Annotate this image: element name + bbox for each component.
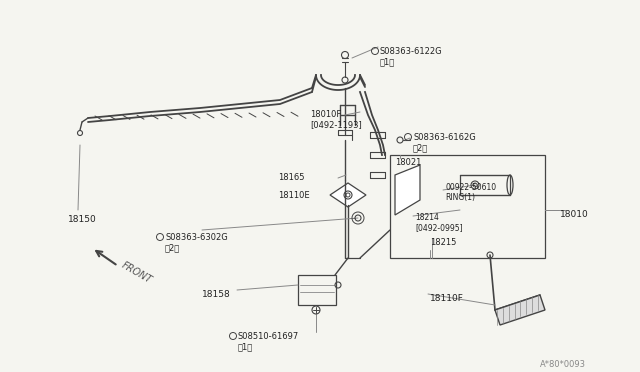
Text: S08363-6302G
（2）: S08363-6302G （2） <box>165 233 228 252</box>
Text: 18110F: 18110F <box>430 294 464 303</box>
Text: 18110E: 18110E <box>278 191 310 200</box>
Text: 18215: 18215 <box>430 238 456 247</box>
Bar <box>298 275 336 305</box>
Text: A*80*0093: A*80*0093 <box>540 360 586 369</box>
Text: 18021: 18021 <box>395 158 421 167</box>
Text: 00922-50610
RING(1): 00922-50610 RING(1) <box>445 183 496 202</box>
Text: 18010: 18010 <box>560 210 589 219</box>
Polygon shape <box>330 183 366 207</box>
Text: FRONT: FRONT <box>120 260 154 285</box>
Text: 18165: 18165 <box>278 173 305 182</box>
Text: S08363-6162G
（2）: S08363-6162G （2） <box>413 133 476 153</box>
Polygon shape <box>395 165 420 215</box>
Polygon shape <box>495 295 545 325</box>
Text: 18010F
[0492-1193]: 18010F [0492-1193] <box>310 110 362 129</box>
Text: 18150: 18150 <box>68 215 97 224</box>
Bar <box>390 155 545 258</box>
Text: S08510-61697
（1）: S08510-61697 （1） <box>238 332 300 352</box>
Text: 18214
[0492-0995]: 18214 [0492-0995] <box>415 213 463 232</box>
Text: S08363-6122G
（1）: S08363-6122G （1） <box>380 47 443 66</box>
Text: 18158: 18158 <box>202 290 231 299</box>
